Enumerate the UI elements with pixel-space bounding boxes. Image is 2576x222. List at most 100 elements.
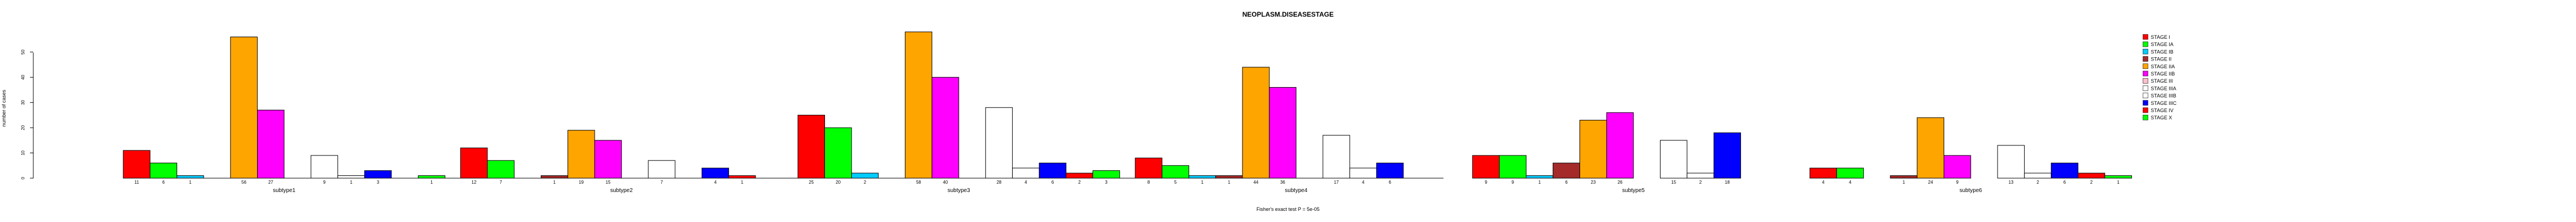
legend-entry: STAGE IIIC bbox=[2151, 100, 2177, 106]
bar-subtype3-stage-0 bbox=[797, 114, 825, 179]
bar-count-label: 2 bbox=[1699, 180, 1702, 185]
bar-subtype4-stage-3 bbox=[1215, 175, 1243, 179]
legend-swatch bbox=[2142, 34, 2149, 40]
bar-subtype6-stage-5 bbox=[1944, 155, 1971, 179]
bar-subtype6-stage-7 bbox=[1997, 145, 2025, 179]
bar-count-label: 5 bbox=[1174, 180, 1177, 185]
bar-subtype1-stage-4 bbox=[230, 37, 258, 179]
bar-count-label: 2 bbox=[1078, 180, 1081, 185]
legend-swatch bbox=[2142, 85, 2149, 91]
bar-count-label: 1 bbox=[430, 180, 433, 185]
bar-subtype5-stage-2 bbox=[1526, 175, 1553, 179]
bar-subtype3-stage-4 bbox=[904, 31, 933, 179]
subtype-label: subtype5 bbox=[1622, 188, 1645, 194]
bar-subtype4-stage-7 bbox=[1322, 135, 1350, 179]
legend-swatch bbox=[2142, 78, 2149, 84]
bar-count-label: 9 bbox=[323, 180, 326, 185]
bar-subtype3-stage-1 bbox=[824, 127, 852, 179]
legend-swatch bbox=[2142, 49, 2149, 54]
bar-count-label: 1 bbox=[1228, 180, 1231, 185]
bar-subtype2-stage-5 bbox=[594, 140, 622, 179]
bar-subtype4-stage-0 bbox=[1135, 158, 1163, 179]
bar-subtype6-stage-1 bbox=[1836, 168, 1864, 179]
bar-subtype6-stage-11 bbox=[2104, 175, 2132, 179]
bar-count-label: 2 bbox=[2036, 180, 2039, 185]
bar-subtype4-stage-4 bbox=[1242, 67, 1270, 179]
legend-swatch bbox=[2142, 56, 2149, 62]
bar-count-label: 1 bbox=[350, 180, 353, 185]
bar-subtype6-stage-10 bbox=[2077, 173, 2105, 179]
bar-count-label: 11 bbox=[134, 180, 139, 185]
bar-subtype6-stage-0 bbox=[1809, 168, 1837, 179]
bar-count-label: 15 bbox=[1671, 180, 1676, 185]
bar-count-label: 9 bbox=[1512, 180, 1515, 185]
bar-count-label: 1 bbox=[189, 180, 192, 185]
bar-count-label: 7 bbox=[661, 180, 663, 185]
bar-subtype2-stage-7 bbox=[648, 160, 676, 179]
bar-count-label: 9 bbox=[1485, 180, 1487, 185]
bar-subtype6-stage-9 bbox=[2051, 163, 2079, 179]
bar-count-label: 7 bbox=[500, 180, 502, 185]
bar-subtype1-stage-5 bbox=[257, 109, 285, 179]
subtype-label: subtype6 bbox=[1960, 188, 1983, 194]
bar-group-subtype2: 12 7 1 19 15 7 4 1 subtype2 bbox=[460, 130, 756, 194]
bar-subtype2-stage-9 bbox=[701, 168, 729, 179]
bar-count-label: 8 bbox=[1148, 180, 1150, 185]
legend-swatch bbox=[2142, 114, 2149, 120]
legend-entry: STAGE IIA bbox=[2151, 64, 2175, 69]
bar-count-label: 6 bbox=[1051, 180, 1054, 185]
bar-count-label: 19 bbox=[578, 180, 583, 185]
bar-subtype1-stage-2 bbox=[177, 175, 204, 179]
bar-subtype5-stage-8 bbox=[1687, 173, 1714, 179]
chart-title: NEOPLASM.DISEASESTAGE bbox=[1242, 11, 1334, 18]
bar-count-label: 26 bbox=[1618, 180, 1623, 185]
bar-subtype5-stage-0 bbox=[1472, 155, 1500, 179]
legend-swatch bbox=[2142, 100, 2149, 106]
subtype-label: subtype3 bbox=[948, 188, 970, 194]
legend-entry: STAGE IIIB bbox=[2151, 93, 2176, 99]
bar-count-label: 25 bbox=[809, 180, 814, 185]
bar-count-label: 1 bbox=[741, 180, 744, 185]
bar-count-label: 1 bbox=[1201, 180, 1204, 185]
bar-count-label: 12 bbox=[471, 180, 476, 185]
bar-subtype4-stage-8 bbox=[1349, 168, 1377, 179]
bar-count-label: 6 bbox=[1565, 180, 1568, 185]
bar-count-label: 4 bbox=[714, 180, 717, 185]
legend-entry: STAGE II bbox=[2151, 57, 2171, 62]
bar-count-label: 40 bbox=[943, 180, 948, 185]
bar-subtype6-stage-4 bbox=[1916, 117, 1944, 179]
bar-count-label: 6 bbox=[1388, 180, 1391, 185]
bar-count-label: 3 bbox=[1105, 180, 1108, 185]
bar-count-label: 2 bbox=[2090, 180, 2093, 185]
bar-subtype3-stage-11 bbox=[1093, 170, 1120, 179]
bar-subtype5-stage-3 bbox=[1552, 163, 1581, 179]
bar-subtype3-stage-5 bbox=[932, 77, 959, 179]
bar-count-label: 13 bbox=[2009, 180, 2014, 185]
bar-subtype1-stage-11 bbox=[417, 175, 446, 179]
legend-swatch bbox=[2142, 107, 2149, 113]
subtype-label: subtype1 bbox=[273, 188, 296, 194]
bar-subtype5-stage-4 bbox=[1579, 119, 1607, 179]
bar-count-label: 20 bbox=[836, 180, 841, 185]
y-tick-label: 40 bbox=[21, 74, 26, 79]
bar-count-label: 23 bbox=[1591, 180, 1596, 185]
bar-group-subtype4: 8 5 1 1 44 36 17 4 6 subtype4 bbox=[1135, 67, 1404, 194]
bar-subtype1-stage-7 bbox=[310, 155, 338, 179]
bar-subtype4-stage-9 bbox=[1376, 163, 1404, 179]
y-tick-label: 20 bbox=[21, 125, 26, 130]
bar-subtype1-stage-1 bbox=[149, 163, 178, 179]
bar-subtype1-stage-9 bbox=[364, 170, 392, 179]
legend-entry: STAGE IV bbox=[2151, 108, 2174, 113]
bar-count-label: 28 bbox=[997, 180, 1002, 185]
legend-entry: STAGE IB bbox=[2151, 49, 2174, 54]
y-tick-label: 50 bbox=[21, 49, 26, 54]
bar-count-label: 3 bbox=[377, 180, 380, 185]
bar-group-subtype6: 4 4 1 24 9 13 2 6 2 1 subtype6 bbox=[1809, 117, 2132, 194]
bar-subtype6-stage-3 bbox=[1890, 175, 1918, 179]
subtype-label: subtype2 bbox=[610, 188, 633, 194]
bar-subtype4-stage-5 bbox=[1269, 87, 1297, 179]
y-tick-label: 30 bbox=[21, 100, 26, 105]
bar-count-label: 1 bbox=[1538, 180, 1541, 185]
